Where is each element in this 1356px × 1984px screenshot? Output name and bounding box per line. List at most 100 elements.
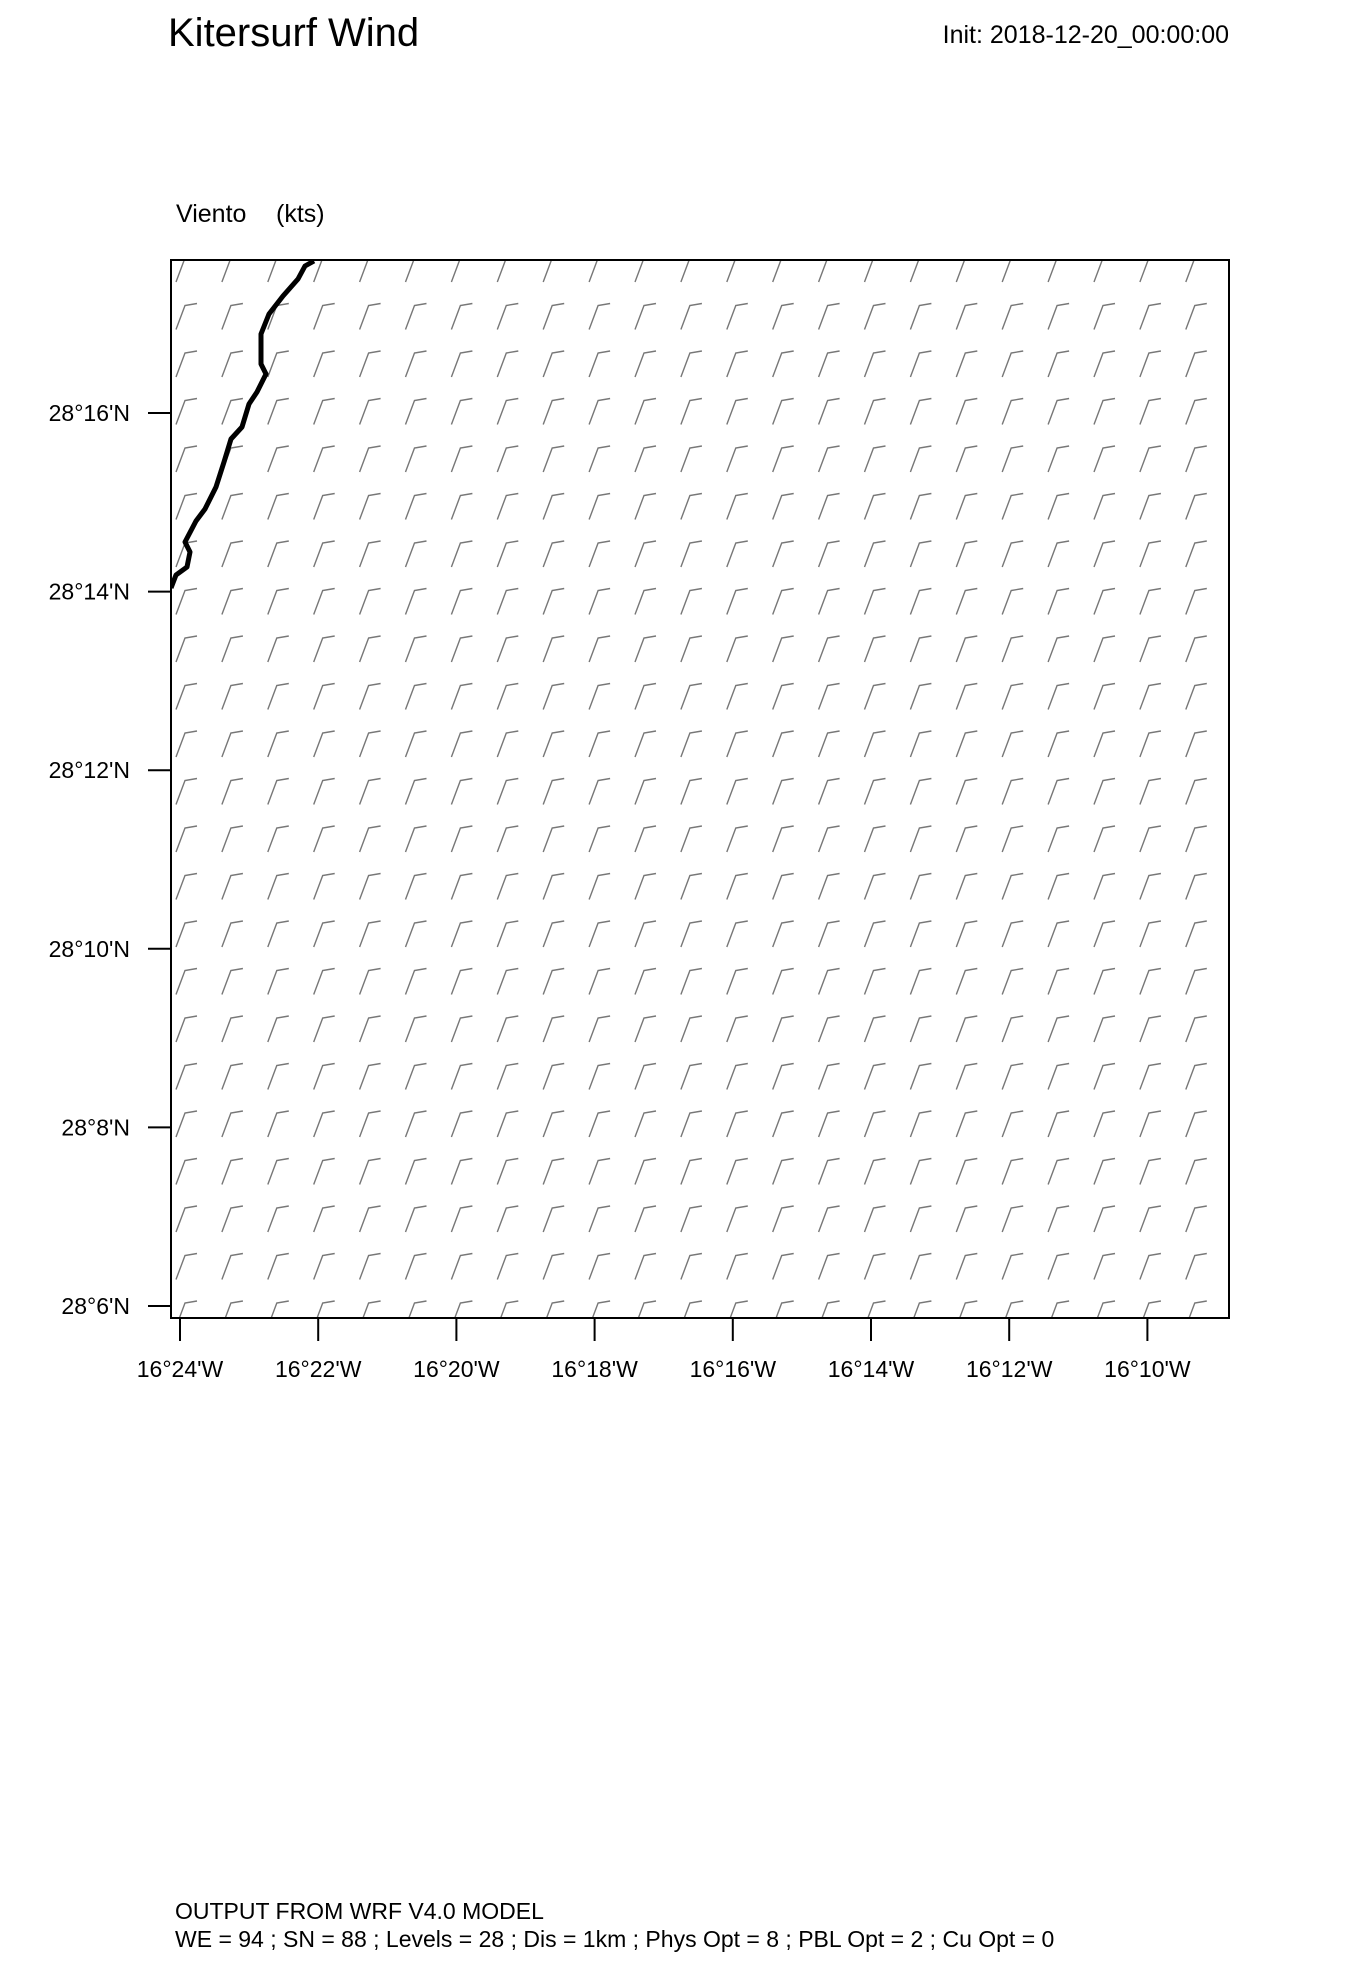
wind-barb (726, 682, 748, 710)
wind-barb (404, 872, 427, 900)
wind-barb (588, 587, 611, 615)
wind-barb (358, 445, 381, 473)
wind-barb (221, 350, 244, 378)
wind-barb (1047, 260, 1058, 283)
wind-barb (588, 777, 611, 805)
wind-barb (680, 302, 703, 330)
wind-barb (772, 1015, 794, 1043)
wind-barb (178, 1300, 198, 1318)
wind-barb (1139, 730, 1162, 758)
wind-barb (1047, 1205, 1070, 1233)
wind-barb (772, 967, 794, 995)
wind-barb (729, 1300, 748, 1318)
wind-barb (772, 1110, 794, 1138)
wind-barb (909, 967, 932, 995)
wind-barb (955, 682, 978, 710)
wind-barb (450, 397, 473, 425)
wind-barbs (175, 260, 1253, 1318)
wind-barb (863, 730, 886, 758)
wind-barb (221, 1205, 244, 1233)
wind-barb (863, 1157, 886, 1185)
wind-barb (955, 635, 978, 663)
wind-barb (499, 1300, 519, 1318)
wind-barb (817, 920, 840, 948)
wind-barb (680, 1062, 703, 1090)
wind-barb (588, 302, 611, 330)
wind-barb (817, 1252, 840, 1280)
wind-barb (221, 730, 244, 758)
wind-barb (680, 825, 703, 853)
wind-barb (313, 492, 335, 520)
wind-barb (1093, 445, 1116, 473)
wind-barb (358, 540, 381, 568)
wind-barb (680, 967, 703, 995)
x-tick-label: 16°12'W (966, 1356, 1053, 1382)
axes: 28°6'N 28°8'N 28°10'N 28°12'N 28°14'N 28°16'N… (49, 400, 1191, 1382)
wind-barb (313, 682, 335, 710)
wind-barb (450, 920, 473, 948)
wind-barb (1047, 635, 1070, 663)
wind-barb (1093, 872, 1116, 900)
wind-barb (772, 1062, 794, 1090)
field-label: Viento (176, 200, 246, 228)
wind-barb (680, 920, 703, 948)
wind-barb (680, 872, 703, 900)
wind-barb (909, 777, 932, 805)
wind-barb (175, 397, 198, 425)
wind-barb (909, 825, 932, 853)
wind-barb (450, 302, 473, 330)
wind-barb (358, 825, 381, 853)
wind-barb (1232, 684, 1253, 710)
wind-barb (175, 492, 198, 520)
wind-barb (1001, 920, 1024, 948)
wind-barb (358, 920, 381, 948)
wind-barb (955, 1205, 978, 1233)
wind-barb (404, 967, 427, 995)
wind-barb (634, 777, 657, 805)
wind-barb (1001, 1157, 1024, 1185)
wind-barb (1185, 1252, 1207, 1280)
wind-barb (863, 350, 886, 378)
wind-barb (450, 967, 473, 995)
wind-barb (267, 777, 289, 805)
wind-barb (726, 777, 748, 805)
wind-barb (358, 397, 381, 425)
wind-barb (358, 1157, 381, 1185)
wind-barb (542, 1062, 565, 1090)
wind-barb (772, 540, 794, 568)
wind-barb (542, 682, 565, 710)
wind-barb (175, 635, 198, 663)
wind-barb (175, 1252, 198, 1280)
wind-barb (1093, 635, 1116, 663)
wind-barb (909, 445, 932, 473)
wind-barb (1139, 540, 1162, 568)
wind-barb (496, 825, 519, 853)
wind-barb (680, 1015, 703, 1043)
wind-barb (175, 1062, 198, 1090)
wind-barb (1093, 1062, 1116, 1090)
wind-barb (634, 920, 657, 948)
wind-barb (955, 350, 978, 378)
wind-barb (496, 682, 519, 710)
wind-barb (588, 1205, 611, 1233)
wind-barb (450, 587, 473, 615)
wind-barb (1142, 1300, 1162, 1318)
wind-barb (726, 445, 748, 473)
wind-barb (1001, 1205, 1024, 1233)
wind-barb (1001, 1015, 1024, 1043)
wind-barb (1185, 872, 1207, 900)
wind-barb (591, 1300, 611, 1318)
wind-barb (404, 730, 427, 758)
wind-barb (588, 920, 611, 948)
wind-barb (1185, 260, 1195, 283)
wind-barb (680, 1205, 703, 1233)
wind-barb (817, 540, 840, 568)
wind-barb (267, 587, 289, 615)
wind-barb (909, 397, 932, 425)
wind-barb (955, 777, 978, 805)
wind-barb (1047, 825, 1070, 853)
wind-barb (588, 682, 611, 710)
wind-barb (542, 730, 565, 758)
wind-barb (542, 587, 565, 615)
wind-barb (313, 1252, 335, 1280)
